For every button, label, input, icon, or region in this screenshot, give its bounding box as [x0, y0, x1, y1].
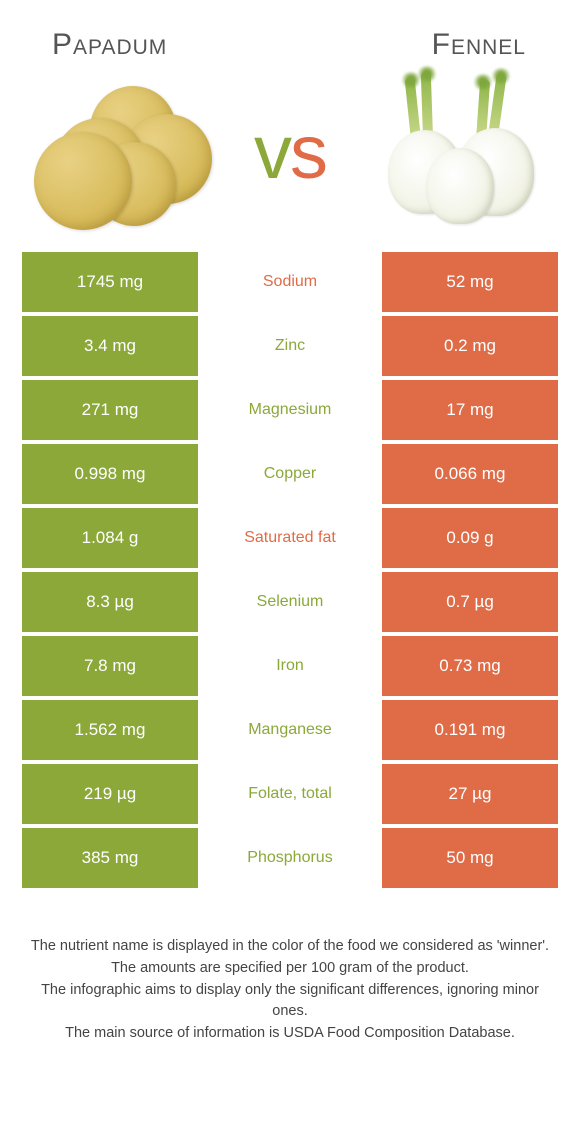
vs-s: s [290, 109, 326, 196]
left-food-image [30, 72, 220, 232]
table-row: 1745 mgSodium52 mg [22, 252, 558, 312]
nutrient-label: Saturated fat [202, 508, 378, 568]
left-value: 219 µg [22, 764, 198, 824]
footer-line: The main source of information is USDA F… [28, 1023, 552, 1045]
right-value: 0.09 g [382, 508, 558, 568]
table-row: 0.998 mgCopper0.066 mg [22, 444, 558, 504]
nutrient-label: Zinc [202, 316, 378, 376]
nutrient-label: Folate, total [202, 764, 378, 824]
nutrient-label: Sodium [202, 252, 378, 312]
left-food-title: Papadum [30, 28, 289, 62]
nutrient-label: Manganese [202, 700, 378, 760]
footer-line: The nutrient name is displayed in the co… [28, 936, 552, 958]
right-value: 50 mg [382, 828, 558, 888]
left-value: 3.4 mg [22, 316, 198, 376]
left-value: 385 mg [22, 828, 198, 888]
table-row: 8.3 µgSelenium0.7 µg [22, 572, 558, 632]
footer-line: The amounts are specified per 100 gram o… [28, 958, 552, 980]
right-value: 0.7 µg [382, 572, 558, 632]
left-value: 1745 mg [22, 252, 198, 312]
table-row: 3.4 mgZinc0.2 mg [22, 316, 558, 376]
left-value: 1.562 mg [22, 700, 198, 760]
left-value: 7.8 mg [22, 636, 198, 696]
right-value: 17 mg [382, 380, 558, 440]
footer-line: The infographic aims to display only the… [28, 980, 552, 1024]
right-value: 0.2 mg [382, 316, 558, 376]
right-value: 0.066 mg [382, 444, 558, 504]
table-row: 1.562 mgManganese0.191 mg [22, 700, 558, 760]
left-value: 8.3 µg [22, 572, 198, 632]
right-food-image [360, 72, 550, 232]
right-value: 0.73 mg [382, 636, 558, 696]
table-row: 219 µgFolate, total27 µg [22, 764, 558, 824]
images-row: vs [0, 62, 580, 252]
right-value: 52 mg [382, 252, 558, 312]
nutrient-label: Copper [202, 444, 378, 504]
nutrient-label: Phosphorus [202, 828, 378, 888]
nutrient-label: Selenium [202, 572, 378, 632]
vs-v: v [254, 109, 290, 196]
nutrient-label: Magnesium [202, 380, 378, 440]
table-row: 385 mgPhosphorus50 mg [22, 828, 558, 888]
nutrient-label: Iron [202, 636, 378, 696]
footer-notes: The nutrient name is displayed in the co… [0, 888, 580, 1045]
nutrient-table: 1745 mgSodium52 mg3.4 mgZinc0.2 mg271 mg… [0, 252, 580, 888]
table-row: 271 mgMagnesium17 mg [22, 380, 558, 440]
table-row: 7.8 mgIron0.73 mg [22, 636, 558, 696]
right-value: 0.191 mg [382, 700, 558, 760]
left-value: 1.084 g [22, 508, 198, 568]
vs-label: vs [254, 109, 326, 196]
right-value: 27 µg [382, 764, 558, 824]
header: Papadum Fennel [0, 0, 580, 62]
right-food-title: Fennel [289, 28, 550, 62]
left-value: 271 mg [22, 380, 198, 440]
table-row: 1.084 gSaturated fat0.09 g [22, 508, 558, 568]
left-value: 0.998 mg [22, 444, 198, 504]
